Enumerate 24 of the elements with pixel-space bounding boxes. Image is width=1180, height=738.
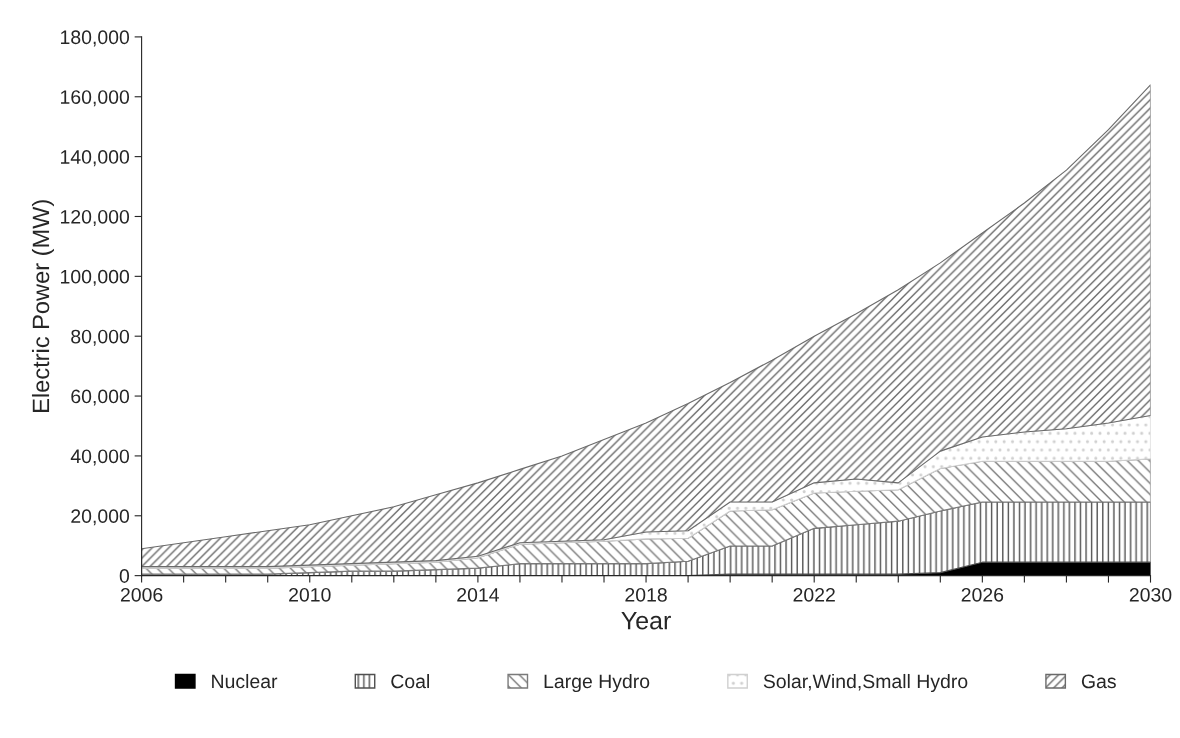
y-tick-label: 160,000	[61, 90, 130, 107]
legend-label: Large Hydro	[544, 673, 650, 693]
legend-label: Solar,Wind,Small Hydro	[763, 673, 968, 693]
y-tick-label: 120,000	[61, 209, 130, 227]
x-tick-label: 2014	[457, 587, 499, 602]
x-tick-label: 2010	[289, 587, 331, 602]
y-tick-label: 140,000	[61, 150, 130, 167]
y-tick-label: 40,000	[70, 449, 130, 466]
legend-label: Nuclear	[212, 673, 278, 689]
x-tick-label: 2006	[120, 587, 163, 602]
y-tick-label: 20,000	[71, 509, 130, 526]
y-tick-label: 100,000	[61, 269, 130, 286]
y-tick-label: 80,000	[71, 329, 130, 346]
y-axis-title: Electric Power (MW)	[31, 200, 54, 412]
legend-label: Gas	[1081, 674, 1116, 689]
x-tick-label: 2018	[625, 587, 667, 602]
y-tick-label: 0	[119, 569, 130, 583]
x-tick-label: 2026	[961, 587, 1004, 602]
x-tick-label: 2022	[793, 587, 835, 602]
y-tick-label: 180,000	[61, 30, 130, 47]
x-axis-title: Year	[621, 612, 671, 630]
x-tick-label: 2030	[1129, 587, 1172, 602]
legend-label: Coal	[391, 673, 429, 689]
y-tick-label: 60,000	[71, 389, 130, 406]
